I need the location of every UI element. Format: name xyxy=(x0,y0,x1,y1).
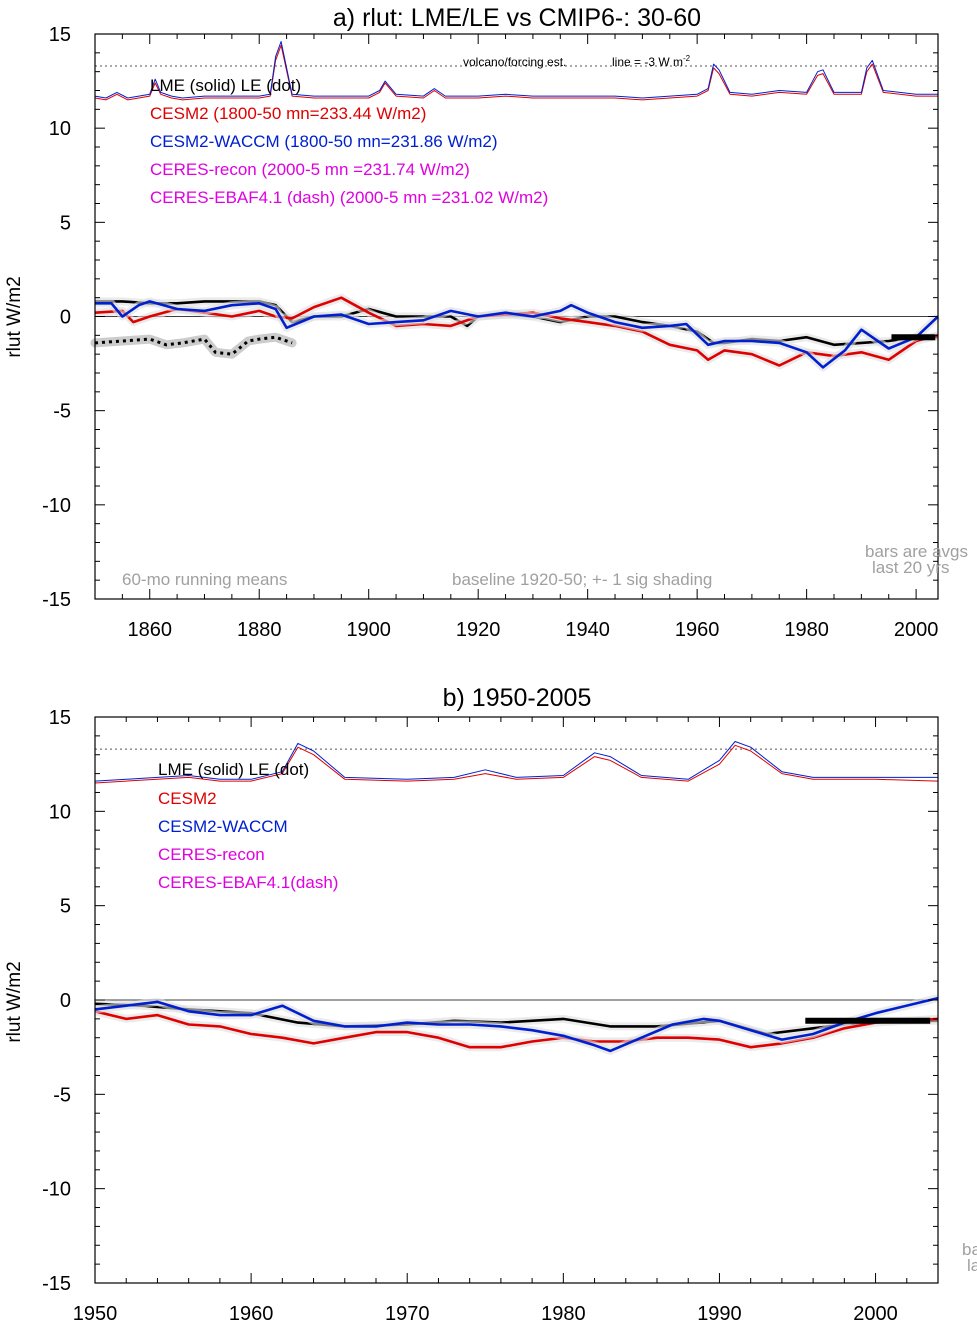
legend-a-cesm2-waccm: CESM2-WACCM (1800-50 mn=231.86 W/m2) xyxy=(150,132,498,151)
line-note-main: line = -3 W m xyxy=(612,55,683,69)
panel-a-ytick-label: 15 xyxy=(49,24,71,46)
legend-a-ceres-ebaf: CERES-EBAF4.1 (dash) (2000-5 mn =231.02 … xyxy=(150,188,548,207)
running-means-note: 60-mo running means xyxy=(122,570,287,589)
panel-b-legend: LME (solid) LE (dot) CESM2 CESM2-WACCM C… xyxy=(158,760,338,892)
panel-a-xtick-label: 1960 xyxy=(675,619,720,641)
panel-b-series-2 xyxy=(94,996,939,1053)
panel-b-series-3 xyxy=(94,744,939,784)
legend-b-lme-le: LME (solid) LE (dot) xyxy=(158,760,309,779)
panel-a-xtick-label: 1940 xyxy=(565,619,610,641)
baseline-note: baseline 1920-50; +- 1 sig shading xyxy=(452,570,712,589)
legend-a-ceres-recon: CERES-recon (2000-5 mn =231.74 W/m2) xyxy=(150,160,470,179)
panel-a-series-2 xyxy=(95,300,939,369)
panel-a-ylabel: rlut W/m2 xyxy=(4,276,25,357)
bars-note-b-line1: ba xyxy=(962,1240,977,1259)
bars-note-line2: last 20 yrs xyxy=(872,558,949,577)
panel-b-xtick-label: 1980 xyxy=(541,1303,586,1325)
legend-b-cesm2: CESM2 xyxy=(158,789,217,808)
panel-b-ytick-label: 15 xyxy=(49,707,71,729)
panel-b-xtick-label: 1990 xyxy=(697,1303,742,1325)
legend-b-ceres-ebaf: CERES-EBAF4.1(dash) xyxy=(158,873,338,892)
line-note-sup: -2 xyxy=(683,54,691,63)
panel-b-series-1 xyxy=(94,1010,939,1049)
panel-b-reference-lines xyxy=(95,748,938,1001)
panel-b-xtick-label: 1960 xyxy=(229,1303,274,1325)
panel-b-xtick-label: 1970 xyxy=(385,1303,430,1325)
panel-b-ytick-label: 5 xyxy=(60,896,71,918)
panel-a-series-3 xyxy=(94,335,293,356)
panel-a-ytick-label: 0 xyxy=(60,307,71,329)
bars-note-line1: bars are avgs xyxy=(865,542,968,561)
legend-a-cesm2: CESM2 (1800-50 mn=233.44 W/m2) xyxy=(150,104,426,123)
panel-a-legend: LME (solid) LE (dot) CESM2 (1800-50 mn=2… xyxy=(150,76,548,207)
panel-a-xtick-label: 1900 xyxy=(346,619,391,641)
panel-b: b) 1950-2005 rlut W/m2 15 10 5 0 -5 -10 -15195… xyxy=(4,684,977,1325)
panel-a-xtick-label: 1920 xyxy=(456,619,501,641)
panel-a-series-5 xyxy=(94,41,938,99)
panel-a-axes: 15 10 5 0 -5 -10 -15 1860 1880 1900 1920 1940 1960 19… xyxy=(42,24,939,641)
panel-b-series-4 xyxy=(94,741,938,782)
legend-b-cesm2-waccm: CESM2-WACCM xyxy=(158,817,288,836)
panel-b-series xyxy=(94,741,939,1055)
panel-a-xtick-label: 1880 xyxy=(237,619,282,641)
panel-a-ytick-label: -5 xyxy=(53,401,71,423)
panel-a-series xyxy=(90,41,941,372)
panel-a-xtick-label: 1980 xyxy=(784,619,829,641)
volcano-label: volcano/forcing est. xyxy=(463,55,566,69)
panel-b-ytick-label: -10 xyxy=(42,1179,71,1201)
panel-b-ytick-label: 0 xyxy=(60,990,71,1012)
panel-a-title: a) rlut: LME/LE vs CMIP6-: 30-60 xyxy=(333,4,701,32)
panel-a-ytick-label: 5 xyxy=(60,212,71,234)
panel-a-series-4 xyxy=(94,44,938,101)
panel-b-xtick-label: 1950 xyxy=(73,1303,118,1325)
panel-a-ytick-label: -10 xyxy=(42,495,71,517)
panel-b-ytick-label: -5 xyxy=(53,1084,71,1106)
panel-a-ytick-label: 10 xyxy=(49,118,71,140)
panel-a: a) rlut: LME/LE vs CMIP6-: 30-60 rlut W/… xyxy=(4,4,968,641)
panel-b-ylabel: rlut W/m2 xyxy=(4,961,25,1042)
panel-b-ytick-label: -15 xyxy=(42,1273,71,1295)
panel-a-ytick-label: -15 xyxy=(42,589,71,611)
panel-a-xtick-label: 1860 xyxy=(127,619,172,641)
bars-note-b-line2: la xyxy=(967,1256,977,1275)
panel-b-ytick-label: 10 xyxy=(49,801,71,823)
line-note: line = -3 W m-2 xyxy=(612,54,691,69)
legend-a-lme-le: LME (solid) LE (dot) xyxy=(150,76,301,95)
panel-b-xtick-label: 2000 xyxy=(853,1303,898,1325)
legend-b-ceres-recon: CERES-recon xyxy=(158,845,265,864)
panel-a-xtick-label: 2000 xyxy=(894,619,939,641)
panel-b-title: b) 1950-2005 xyxy=(443,684,592,712)
